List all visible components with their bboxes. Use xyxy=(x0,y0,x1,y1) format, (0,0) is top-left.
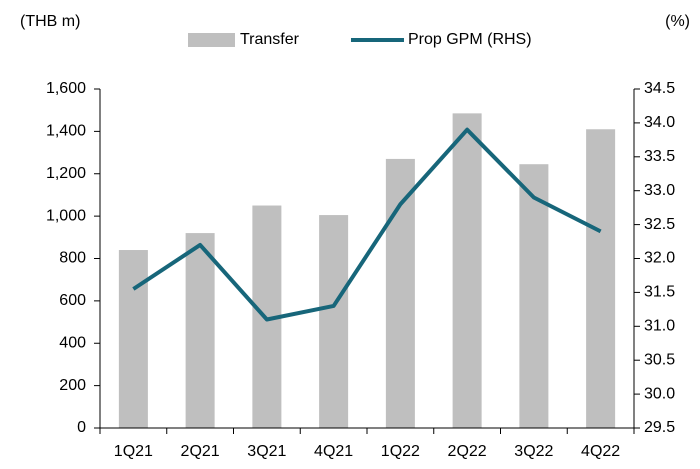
legend-label: Transfer xyxy=(240,31,300,48)
x-tick-label: 3Q22 xyxy=(514,443,553,460)
bar xyxy=(185,233,215,428)
bar xyxy=(519,164,549,428)
y-tick-label: 600 xyxy=(59,292,86,309)
y2-tick-label: 34.5 xyxy=(644,80,675,97)
x-tick-label: 1Q22 xyxy=(381,443,420,460)
y2-tick-label: 33.0 xyxy=(644,182,675,199)
y-tick-label: 200 xyxy=(59,377,86,394)
x-tick-label: 4Q21 xyxy=(314,443,353,460)
y-tick-label: 1,000 xyxy=(46,207,86,224)
line xyxy=(132,127,602,322)
y2-tick-label: 30.5 xyxy=(644,351,675,368)
y-tick-label: 800 xyxy=(59,250,86,267)
y-tick-label: 400 xyxy=(59,334,86,351)
y-axis-label: (THB m) xyxy=(20,13,80,30)
bar xyxy=(319,215,349,428)
y2-tick-label: 31.0 xyxy=(644,318,675,335)
y2-tick-label: 30.0 xyxy=(644,385,675,402)
legend-label: Prop GPM (RHS) xyxy=(408,31,532,48)
legend-swatch xyxy=(188,33,235,47)
bar xyxy=(586,129,616,428)
y-tick-label: 1,600 xyxy=(46,80,86,97)
y2-tick-label: 34.0 xyxy=(644,114,675,131)
bar xyxy=(452,113,482,428)
y2-tick-label: 29.5 xyxy=(644,419,675,436)
y2-tick-label: 32.0 xyxy=(644,250,675,267)
y2-tick-label: 31.5 xyxy=(644,284,675,301)
y-tick-label: 1,400 xyxy=(46,123,86,140)
bar xyxy=(385,158,415,428)
y2-tick-label: 32.5 xyxy=(644,216,675,233)
x-tick-label: 1Q21 xyxy=(114,443,153,460)
x-tick-label: 2Q21 xyxy=(181,443,220,460)
x-tick-label: 2Q22 xyxy=(448,443,487,460)
y2-tick-label: 33.5 xyxy=(644,148,675,165)
bar xyxy=(118,250,148,428)
x-tick-label: 3Q21 xyxy=(247,443,286,460)
x-tick-label: 4Q22 xyxy=(581,443,620,460)
y-tick-label: 1,200 xyxy=(46,165,86,182)
y2-axis-label: (%) xyxy=(665,13,690,30)
y-tick-label: 0 xyxy=(77,419,86,436)
